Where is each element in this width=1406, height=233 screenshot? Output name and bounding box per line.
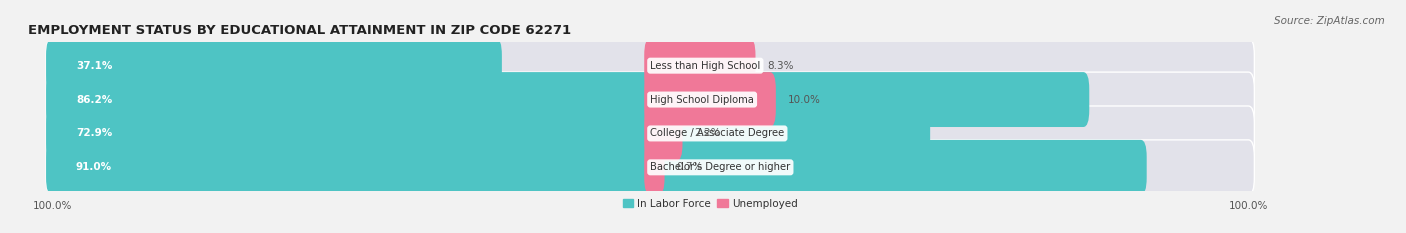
FancyBboxPatch shape	[46, 72, 1254, 127]
Text: 0.7%: 0.7%	[676, 162, 703, 172]
FancyBboxPatch shape	[46, 38, 502, 93]
FancyBboxPatch shape	[46, 140, 1254, 195]
FancyBboxPatch shape	[46, 38, 1254, 93]
Text: 10.0%: 10.0%	[787, 95, 821, 105]
Text: EMPLOYMENT STATUS BY EDUCATIONAL ATTAINMENT IN ZIP CODE 62271: EMPLOYMENT STATUS BY EDUCATIONAL ATTAINM…	[28, 24, 571, 37]
Text: Less than High School: Less than High School	[650, 61, 761, 71]
Text: 72.9%: 72.9%	[76, 128, 112, 138]
Text: Source: ZipAtlas.com: Source: ZipAtlas.com	[1274, 16, 1385, 26]
FancyBboxPatch shape	[46, 72, 1090, 127]
FancyBboxPatch shape	[644, 72, 776, 127]
Text: College / Associate Degree: College / Associate Degree	[650, 128, 785, 138]
Text: 2.2%: 2.2%	[695, 128, 721, 138]
FancyBboxPatch shape	[644, 38, 755, 93]
FancyBboxPatch shape	[46, 140, 1147, 195]
FancyBboxPatch shape	[644, 140, 665, 195]
Legend: In Labor Force, Unemployed: In Labor Force, Unemployed	[619, 194, 801, 213]
Text: 37.1%: 37.1%	[76, 61, 112, 71]
FancyBboxPatch shape	[46, 106, 1254, 161]
Text: 8.3%: 8.3%	[768, 61, 794, 71]
FancyBboxPatch shape	[644, 106, 682, 161]
Text: Bachelor's Degree or higher: Bachelor's Degree or higher	[650, 162, 790, 172]
FancyBboxPatch shape	[46, 106, 931, 161]
Text: 91.0%: 91.0%	[76, 162, 112, 172]
Text: High School Diploma: High School Diploma	[650, 95, 754, 105]
Text: 86.2%: 86.2%	[76, 95, 112, 105]
